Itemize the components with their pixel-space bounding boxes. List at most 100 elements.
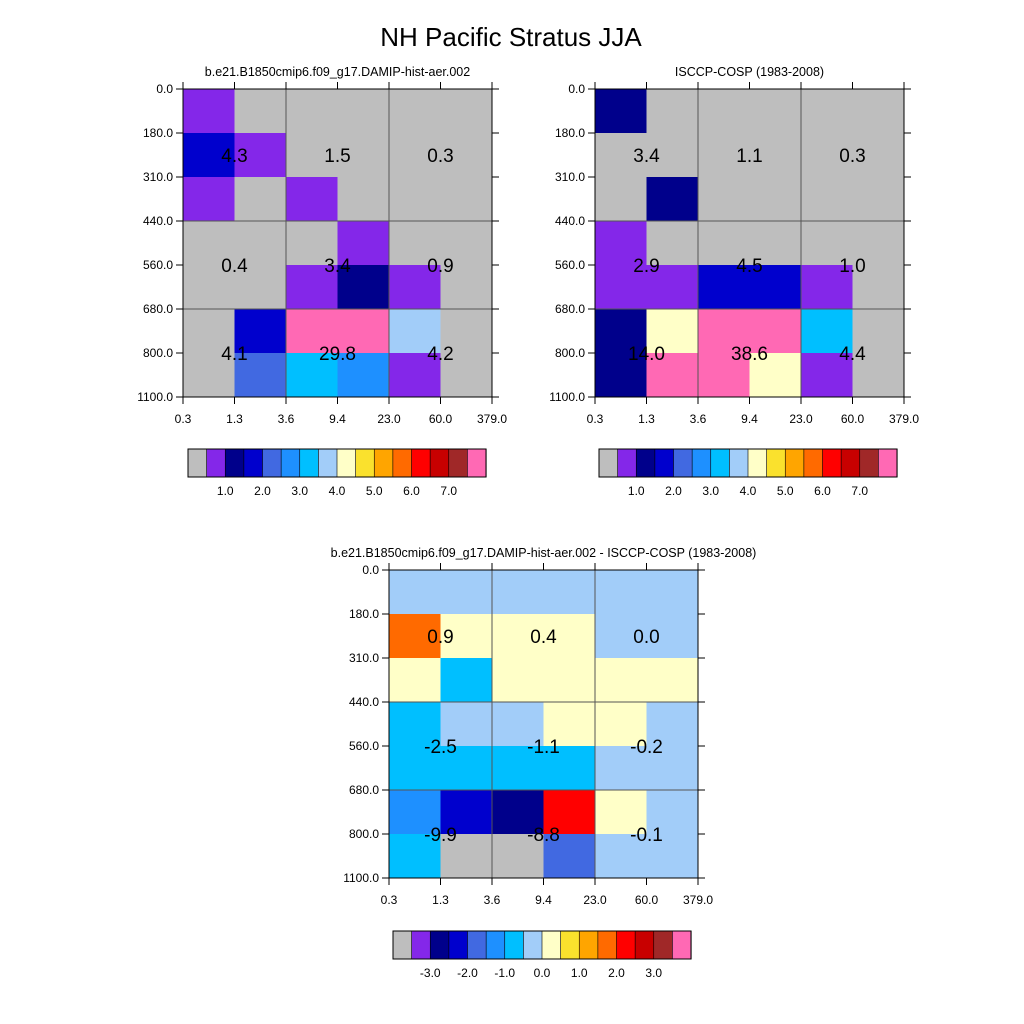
colorbar-label: 2.0 — [254, 484, 271, 498]
heatmap-cell — [801, 353, 853, 398]
heatmap-cell — [595, 570, 647, 615]
heatmap-cell — [543, 790, 596, 835]
heatmap-cell — [646, 614, 699, 659]
y-tick-label: 0.0 — [362, 563, 379, 577]
heatmap-cell — [440, 834, 493, 879]
heatmap-cell — [543, 570, 596, 615]
heatmap-cell — [337, 221, 390, 266]
y-tick-label: 1100.0 — [549, 390, 585, 404]
y-tick-label: 0.0 — [156, 82, 173, 96]
heatmap-cell — [749, 309, 802, 354]
x-tick-label: 23.0 — [583, 893, 607, 907]
colorbar-swatch — [859, 448, 879, 478]
heatmap-cell — [801, 265, 853, 310]
colorbar-swatch — [840, 448, 861, 478]
colorbar-label: 4.0 — [329, 484, 346, 498]
y-tick-label: 310.0 — [143, 170, 173, 184]
colorbar-frame — [598, 448, 898, 478]
panel-title: b.e21.B1850cmip6.f09_g17.DAMIP-hist-aer.… — [331, 546, 757, 560]
cell-value-label: 4.3 — [221, 146, 247, 167]
colorbar-swatch — [206, 448, 226, 478]
heatmap-cell — [595, 614, 647, 659]
cell-value-label: -1.1 — [527, 737, 560, 758]
x-tick-label: 3.6 — [484, 893, 501, 907]
colorbar-swatch — [766, 448, 786, 478]
heatmap-cell — [492, 614, 544, 659]
heatmap-cell — [440, 265, 493, 310]
heatmap-cell — [543, 658, 596, 703]
heatmap-cell — [389, 221, 441, 266]
heatmap-cell — [183, 353, 235, 398]
colorbar-label: 7.0 — [851, 484, 868, 498]
y-tick-label: 800.0 — [143, 346, 173, 360]
colorbar-swatch — [448, 930, 469, 960]
cell-value-label: 0.9 — [427, 256, 453, 277]
colorbar-label: -2.0 — [457, 966, 478, 980]
heatmap-cell — [749, 265, 802, 310]
colorbar-frame — [392, 930, 692, 960]
x-tick-label: 1.3 — [432, 893, 449, 907]
y-tick-label: 180.0 — [555, 126, 585, 140]
heatmap-cell — [389, 177, 441, 222]
heatmap-cell — [389, 614, 441, 659]
heatmap-cell — [646, 265, 699, 310]
heatmap-cell — [440, 177, 493, 222]
colorbar-swatch — [654, 448, 675, 478]
colorbar-label: 4.0 — [740, 484, 757, 498]
cell-value-label: 3.4 — [324, 256, 351, 277]
colorbar-swatch — [336, 448, 357, 478]
heatmap-cell — [234, 177, 287, 222]
heatmap-cell — [492, 658, 544, 703]
colorbar-swatch — [597, 930, 618, 960]
x-tick-label: 23.0 — [377, 412, 401, 426]
y-tick-label: 680.0 — [555, 302, 585, 316]
heatmap-cell — [234, 309, 287, 354]
heatmap-cell — [698, 133, 750, 178]
heatmap-cell — [595, 221, 647, 266]
colorbar-swatch — [672, 930, 692, 960]
cell-value-label: 0.9 — [427, 627, 453, 648]
heatmap-cell — [183, 309, 235, 354]
colorbar-swatch — [598, 448, 619, 478]
colorbar-swatch — [467, 930, 487, 960]
heatmap-cell — [440, 309, 493, 354]
heatmap-cell — [389, 353, 441, 398]
x-tick-label: 9.4 — [535, 893, 552, 907]
heatmap-cell — [698, 265, 750, 310]
y-tick-label: 1100.0 — [343, 871, 379, 885]
heatmap-cell — [646, 177, 699, 222]
colorbar-swatch — [560, 930, 580, 960]
heatmap-cell — [234, 133, 287, 178]
heatmap-cell — [595, 177, 647, 222]
heatmap-cell — [440, 221, 493, 266]
colorbar-swatch — [373, 448, 394, 478]
colorbar-swatch — [392, 448, 413, 478]
colorbar-label: 1.0 — [628, 484, 645, 498]
heatmap-cell — [286, 265, 338, 310]
colorbar-label: 3.0 — [702, 484, 719, 498]
x-tick-label: 60.0 — [635, 893, 659, 907]
colorbar-swatch — [803, 448, 824, 478]
heatmap-cell — [286, 177, 338, 222]
heatmap-cell — [852, 89, 905, 134]
colorbar-label: 2.0 — [608, 966, 625, 980]
cell-value-label: 0.3 — [427, 146, 453, 167]
heatmap-cell — [595, 746, 647, 791]
heatmap-cell — [595, 834, 647, 879]
heatmap-cell — [543, 614, 596, 659]
colorbar-swatch — [878, 448, 898, 478]
colorbar-label: -3.0 — [420, 966, 441, 980]
heatmap-cell — [286, 133, 338, 178]
y-tick-label: 560.0 — [143, 258, 173, 272]
heatmap-cell — [234, 89, 287, 134]
heatmap-cell — [440, 746, 493, 791]
colorbar-swatch — [411, 930, 431, 960]
cell-value-label: 0.4 — [221, 256, 248, 277]
colorbar-swatch — [710, 448, 730, 478]
panel-diff: b.e21.B1850cmip6.f09_g17.DAMIP-hist-aer.… — [331, 546, 757, 980]
cell-value-label: 38.6 — [731, 344, 768, 365]
heatmap-cell — [749, 133, 802, 178]
x-tick-label: 0.3 — [587, 412, 604, 426]
colorbar-label: 7.0 — [440, 484, 457, 498]
y-tick-label: 180.0 — [143, 126, 173, 140]
